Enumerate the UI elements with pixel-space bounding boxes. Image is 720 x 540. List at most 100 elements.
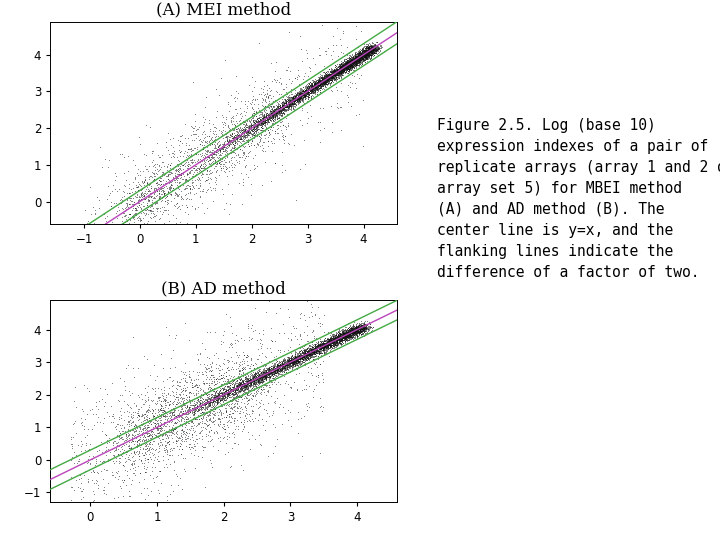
Point — [256, 375, 267, 383]
Point — [207, 395, 219, 404]
Point — [349, 55, 361, 64]
Point — [287, 359, 298, 368]
Point — [272, 362, 284, 371]
Point — [265, 373, 276, 381]
Point — [281, 368, 292, 376]
Point — [194, 162, 206, 171]
Point — [321, 341, 333, 349]
Point — [274, 103, 285, 111]
Point — [364, 43, 375, 52]
Point — [217, 359, 229, 368]
Point — [338, 330, 349, 339]
Point — [329, 332, 341, 341]
Point — [225, 138, 237, 146]
Point — [241, 384, 253, 393]
Point — [236, 112, 248, 120]
Point — [217, 393, 228, 401]
Point — [268, 109, 279, 118]
Point — [238, 377, 249, 386]
Point — [299, 88, 310, 97]
Point — [181, 378, 192, 387]
Point — [352, 51, 364, 60]
Point — [163, 437, 175, 445]
Point — [330, 341, 342, 349]
Point — [361, 51, 373, 60]
Point — [291, 92, 302, 100]
Point — [287, 356, 299, 365]
Point — [197, 409, 209, 417]
Point — [158, 426, 170, 435]
Point — [250, 373, 261, 381]
Point — [175, 194, 186, 203]
Point — [247, 130, 258, 138]
Point — [367, 43, 379, 51]
Point — [138, 188, 149, 197]
Point — [138, 191, 150, 199]
Point — [332, 329, 343, 338]
Point — [358, 50, 369, 58]
Point — [235, 137, 246, 146]
Point — [355, 52, 366, 61]
Point — [369, 45, 380, 54]
Point — [332, 328, 343, 336]
Point — [354, 49, 365, 57]
Point — [363, 45, 374, 54]
Point — [336, 334, 348, 343]
Point — [354, 53, 365, 62]
Point — [202, 397, 213, 406]
Point — [264, 367, 275, 376]
Point — [348, 59, 360, 68]
Point — [289, 92, 300, 100]
Point — [343, 62, 355, 70]
Point — [284, 105, 296, 113]
Point — [282, 103, 293, 111]
Point — [199, 153, 211, 162]
Point — [154, 441, 166, 450]
Point — [356, 52, 368, 60]
Point — [196, 423, 207, 431]
Point — [161, 430, 173, 439]
Point — [333, 64, 345, 72]
Point — [220, 401, 232, 409]
Point — [221, 364, 233, 373]
Point — [199, 401, 210, 409]
Point — [359, 53, 371, 62]
Point — [356, 322, 367, 330]
Point — [289, 99, 301, 108]
Point — [269, 159, 281, 167]
Point — [353, 51, 364, 59]
Point — [274, 107, 286, 116]
Point — [246, 140, 257, 149]
Point — [98, 457, 109, 465]
Point — [312, 345, 323, 353]
Point — [250, 118, 261, 127]
Point — [336, 62, 347, 71]
Point — [113, 415, 125, 423]
Point — [333, 334, 345, 342]
Point — [219, 394, 230, 403]
Point — [330, 69, 342, 77]
Point — [341, 331, 353, 340]
Point — [316, 340, 328, 348]
Point — [352, 323, 364, 332]
Point — [166, 408, 177, 417]
Point — [328, 66, 340, 75]
Point — [204, 160, 216, 168]
Point — [148, 193, 160, 202]
Point — [235, 397, 246, 406]
Point — [335, 65, 346, 74]
Point — [256, 375, 268, 384]
Point — [82, 476, 94, 485]
Point — [359, 43, 370, 52]
Point — [305, 87, 316, 96]
Point — [348, 318, 360, 327]
Point — [222, 151, 233, 160]
Point — [295, 92, 307, 100]
Point — [320, 76, 331, 85]
Point — [359, 51, 370, 59]
Point — [328, 68, 340, 77]
Point — [224, 383, 235, 392]
Point — [249, 380, 261, 388]
Point — [331, 338, 343, 347]
Point — [307, 85, 318, 93]
